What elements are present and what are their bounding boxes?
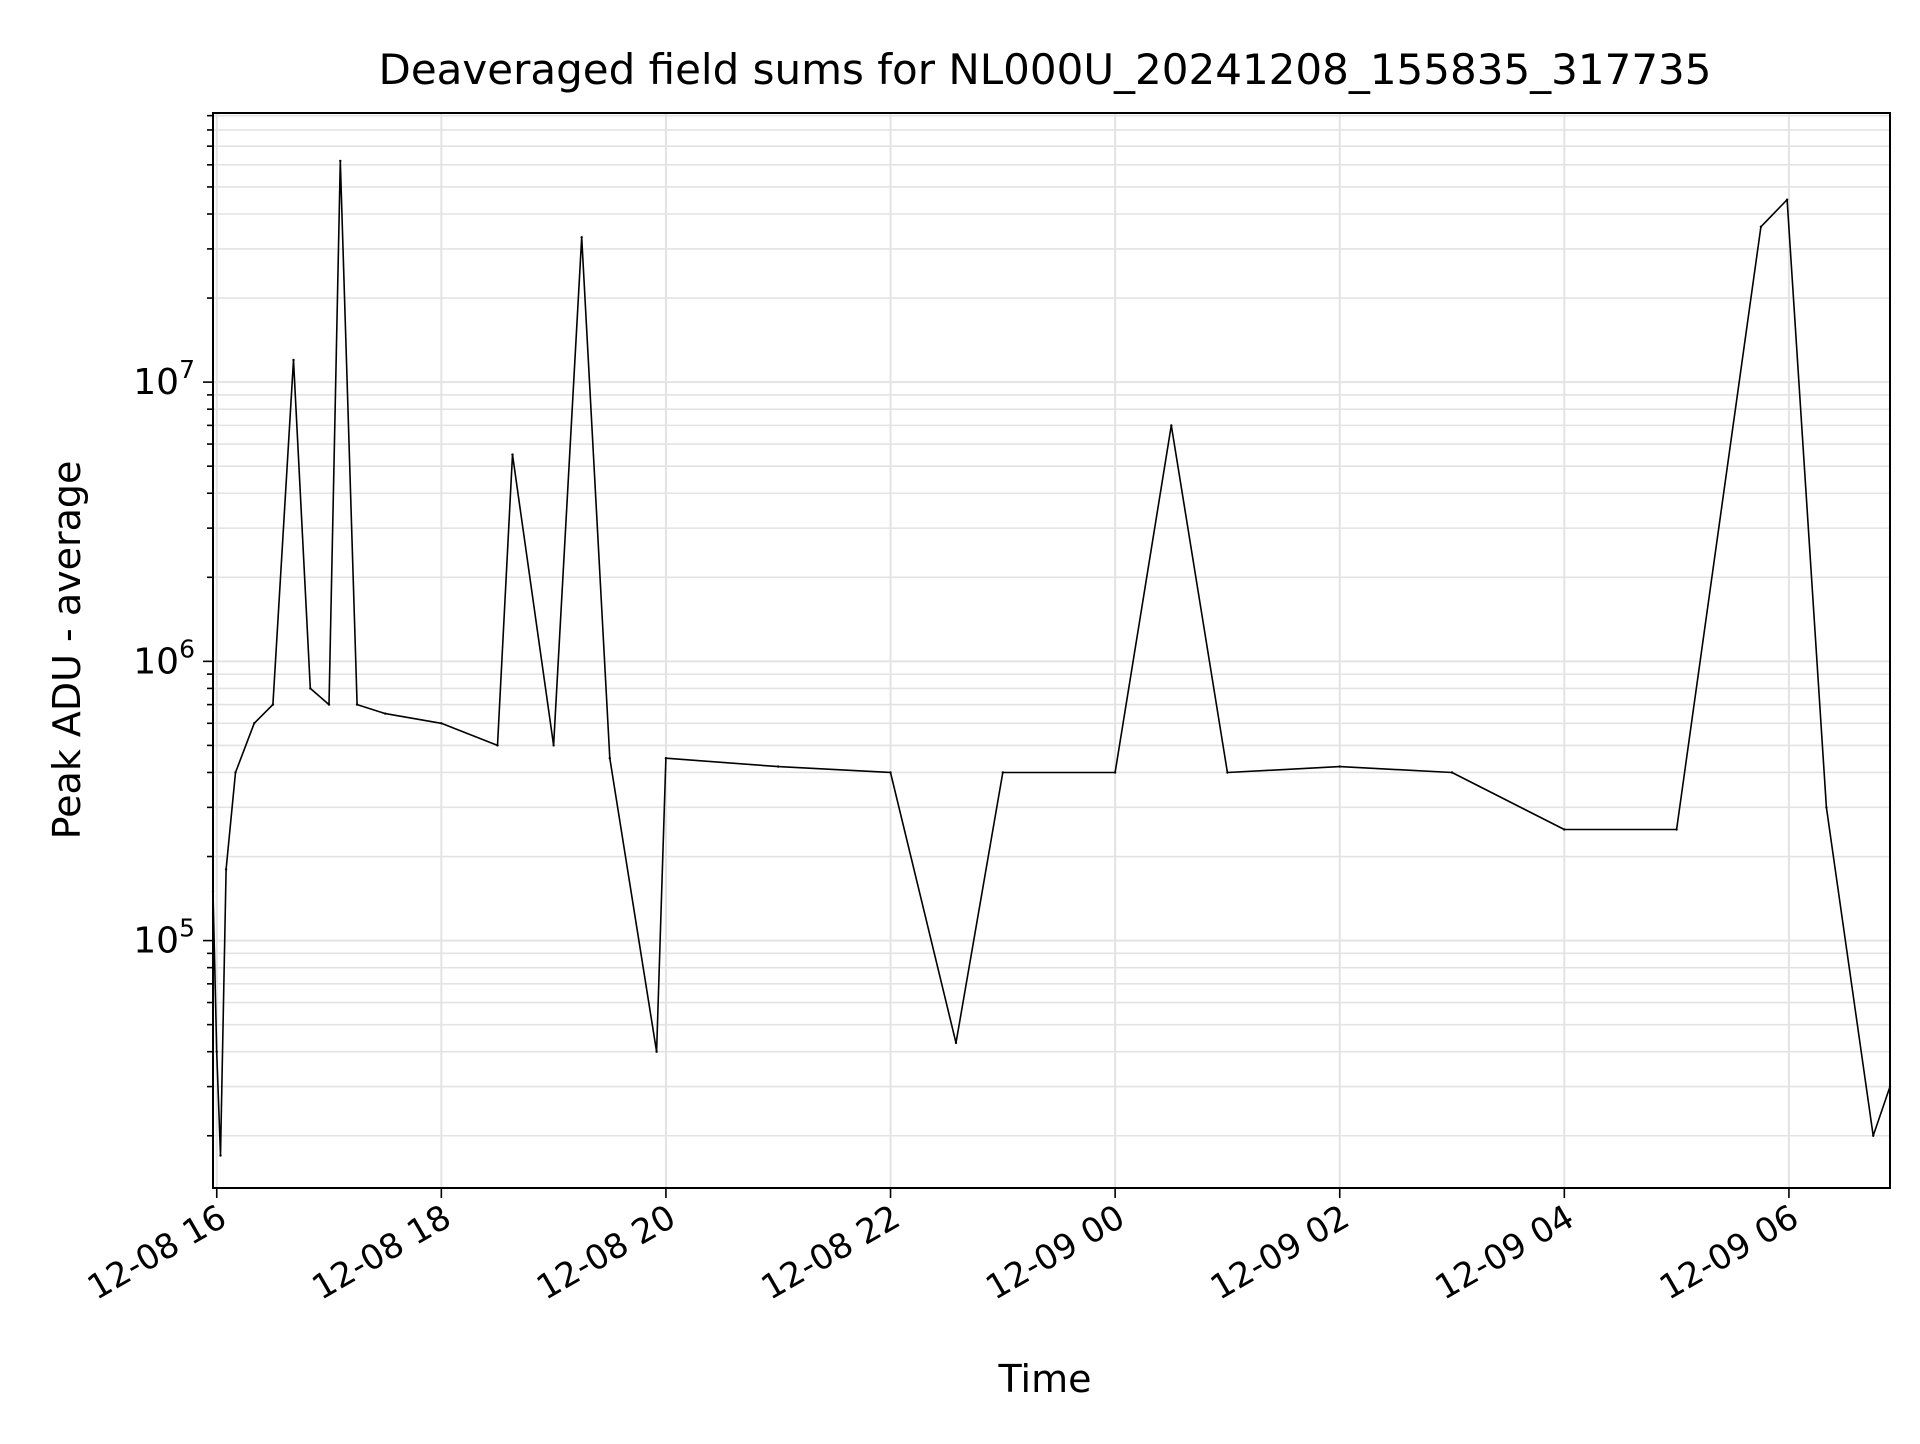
data-point [664, 757, 668, 760]
y-tick-label: 106 [133, 634, 195, 682]
data-point [1001, 771, 1004, 774]
y-tick-label: 105 [133, 914, 195, 962]
series-layer [211, 159, 1892, 1157]
data-point [327, 703, 331, 706]
data-point [234, 771, 237, 774]
data-point [309, 687, 312, 690]
data-point [219, 1154, 222, 1157]
data-point [552, 744, 555, 747]
data-point [1450, 771, 1454, 774]
data-point [889, 771, 892, 774]
x-axis-label: Time [998, 1357, 1092, 1401]
chart-title: Deaveraged field sums for NL000U_2024120… [378, 45, 1711, 94]
data-point [1170, 424, 1173, 427]
data-point [1675, 828, 1678, 831]
data-point [496, 744, 499, 747]
grid-layer [213, 113, 1890, 1188]
data-point [1785, 198, 1789, 201]
data-point [1563, 828, 1566, 831]
data-point [1338, 765, 1341, 768]
data-point [253, 722, 256, 725]
data-point [1872, 1134, 1875, 1138]
data-point [215, 1050, 218, 1053]
data-point [1113, 771, 1117, 774]
data-point [511, 453, 514, 456]
data-point [224, 868, 228, 871]
data-point [580, 236, 583, 239]
data-point [1759, 225, 1763, 228]
y-axis-label: Peak ADU - average [45, 461, 89, 840]
data-point [655, 1050, 658, 1053]
data-point [355, 703, 359, 706]
data-point [339, 159, 342, 163]
axes-layer [212, 112, 1891, 1189]
data-point [271, 703, 275, 706]
data-point [954, 1041, 958, 1045]
data-point [292, 358, 295, 362]
data-point [777, 765, 780, 768]
data-point [440, 722, 443, 725]
data-point [1226, 771, 1229, 774]
data-point [1825, 806, 1828, 809]
y-tick-label: 107 [133, 355, 195, 403]
data-point [384, 712, 387, 715]
plot-frame [212, 112, 1891, 1189]
data-point [608, 757, 611, 760]
